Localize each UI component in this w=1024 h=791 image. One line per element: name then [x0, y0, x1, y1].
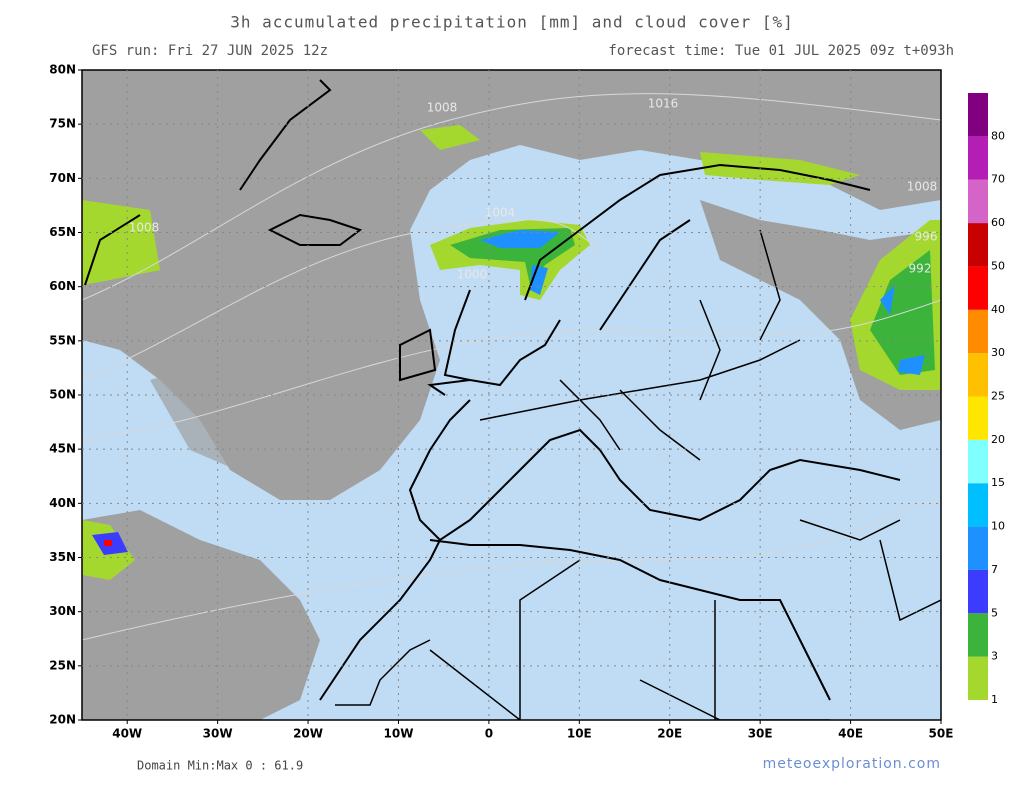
lat-label: 30N	[49, 604, 76, 618]
colorbar-label: 20	[991, 433, 1005, 446]
lat-label: 70N	[49, 171, 76, 185]
lat-label: 80N	[49, 63, 76, 77]
colorbar-label: 15	[991, 476, 1005, 489]
colorbar-swatch	[968, 656, 988, 700]
lat-label: 20N	[49, 713, 76, 727]
precip-area	[480, 230, 560, 295]
precip-area	[880, 285, 925, 375]
isobar-label: 992	[909, 262, 932, 276]
lon-label: 20E	[657, 727, 682, 741]
lon-label: 10E	[567, 727, 592, 741]
lon-label: 30W	[203, 727, 233, 741]
colorbar-swatch	[968, 483, 988, 527]
title: 3h accumulated precipitation [mm] and cl…	[230, 13, 794, 32]
isobar-label: 996	[915, 230, 938, 244]
isobar-label: 1004	[485, 206, 516, 220]
colorbar-label: 60	[991, 216, 1005, 229]
colorbar-label: 40	[991, 303, 1005, 316]
lat-label: 45N	[49, 442, 76, 456]
lat-label: 35N	[49, 550, 76, 564]
cloud-cover	[150, 360, 360, 480]
minmax-label: Domain Min:Max 0 : 61.9	[137, 759, 303, 773]
colorbar-swatch	[968, 223, 988, 267]
colorbar-label: 10	[991, 520, 1005, 533]
colorbar-label: 25	[991, 390, 1005, 403]
isobar	[82, 93, 941, 641]
lon-label: 40E	[838, 727, 863, 741]
lon-label: 10W	[384, 727, 414, 741]
colorbar-label: 70	[991, 173, 1005, 186]
colorbar-label: 50	[991, 259, 1005, 272]
map-area	[82, 70, 941, 720]
isobar-label: 1016	[648, 97, 679, 111]
forecast-label: forecast time: Tue 01 JUL 2025 09z t+093…	[608, 43, 954, 59]
lon-label: 50E	[929, 727, 954, 741]
colorbar-label: 7	[991, 563, 998, 576]
lon-label: 20W	[293, 727, 323, 741]
lat-label: 40N	[49, 496, 76, 510]
isobar-label: 1008	[907, 180, 938, 194]
lon-label: 30E	[748, 727, 773, 741]
colorbar-swatch	[968, 439, 988, 484]
lat-label: 55N	[49, 333, 76, 347]
colorbar-swatch	[968, 179, 988, 224]
colorbar-label: 3	[991, 650, 998, 663]
lon-label: 40W	[112, 727, 142, 741]
colorbar-label: 30	[991, 346, 1005, 359]
colorbar-swatch	[968, 136, 988, 180]
precip-area	[104, 540, 112, 546]
cloud-cover	[82, 510, 320, 720]
credit: meteoexploration.com	[763, 756, 941, 772]
colorbar-swatch	[968, 526, 988, 570]
colorbar-swatch	[968, 396, 988, 440]
lat-label: 65N	[49, 225, 76, 239]
coastline	[84, 79, 901, 701]
colorbar-swatch	[968, 309, 988, 354]
borders	[335, 229, 941, 720]
lat-label: 75N	[49, 117, 76, 131]
colorbar-swatch	[968, 93, 988, 137]
colorbar-swatch	[968, 266, 988, 310]
run-label: GFS run: Fri 27 JUN 2025 12z	[92, 43, 328, 59]
colorbar-label: 80	[991, 129, 1005, 142]
lon-label: 0	[485, 727, 493, 741]
colorbar-label: 5	[991, 606, 998, 619]
isobar-label: 1008	[129, 221, 160, 235]
lat-label: 25N	[49, 658, 76, 672]
colorbar-swatch	[968, 613, 988, 657]
isobar-label: 1000	[457, 268, 488, 282]
colorbar-swatch	[968, 353, 988, 397]
colorbar-swatch	[968, 569, 988, 614]
lat-label: 50N	[49, 388, 76, 402]
colorbar-label: 1	[991, 693, 998, 706]
isobar-label: 1008	[427, 101, 458, 115]
lat-label: 60N	[49, 279, 76, 293]
